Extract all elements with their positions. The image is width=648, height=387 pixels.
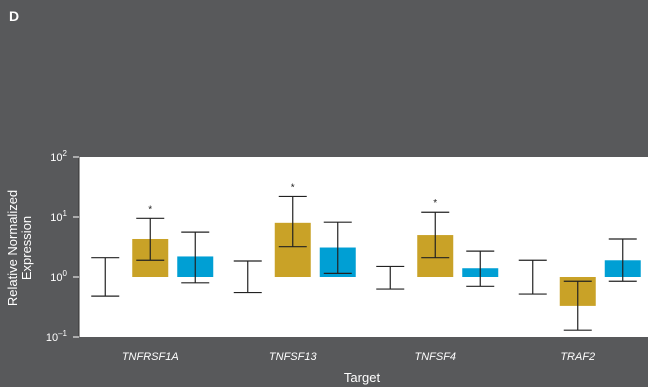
y-axis-title: Relative Normalized Expression [5, 190, 34, 306]
x-tick-label: TNFSF4 [414, 351, 456, 363]
y-axis-title-line-2: Expression [19, 216, 34, 280]
panel-label: D [9, 8, 20, 24]
y-tick-label: 100 [50, 269, 67, 284]
y-axis-title-line-1: Relative Normalized [5, 190, 20, 306]
significance-marker: * [433, 198, 437, 209]
x-tick-label: TNFSF13 [269, 351, 318, 363]
significance-marker: * [291, 182, 295, 193]
x-tick-label: TNFRSF1A [122, 351, 179, 363]
x-tick-label: TRAF2 [560, 351, 595, 363]
significance-marker: * [148, 204, 152, 215]
x-axis-title: Target [344, 370, 381, 385]
y-tick-label: 10–1 [46, 329, 68, 344]
plot-layer: 102 101 100 10–1 TNFRSF1A TNFSF13 TNFSF4 TRAF2 *… [46, 149, 648, 363]
y-tick-label: 101 [50, 209, 67, 224]
plot-area [79, 157, 648, 337]
y-tick-label: 102 [50, 149, 67, 164]
